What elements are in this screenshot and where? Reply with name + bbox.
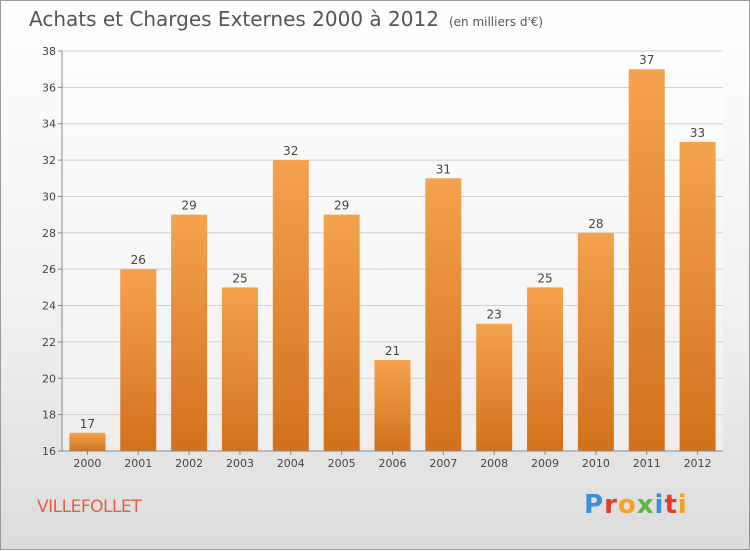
logo-letter: o xyxy=(617,490,637,520)
data-label: 17 xyxy=(80,417,95,431)
logo-letter: i xyxy=(677,490,688,520)
x-tick-label: 2006 xyxy=(379,457,407,470)
title-text: Achats et Charges Externes 2000 à 2012 xyxy=(29,7,439,31)
bar xyxy=(527,287,564,451)
y-tick-label: 16 xyxy=(42,445,56,458)
bar xyxy=(374,360,411,451)
data-label: 32 xyxy=(283,144,298,158)
y-tick-label: 36 xyxy=(42,81,56,94)
x-tick-label: 2011 xyxy=(633,457,661,470)
logo-letter: r xyxy=(604,490,618,520)
x-tick-label: 2012 xyxy=(684,457,712,470)
bars-group xyxy=(69,69,716,452)
y-tick-label: 20 xyxy=(42,372,56,385)
y-tick-label: 30 xyxy=(42,190,56,203)
bar xyxy=(476,323,513,451)
x-tick-label: 2003 xyxy=(226,457,254,470)
data-label: 23 xyxy=(487,308,502,322)
y-tick-label: 26 xyxy=(42,263,56,276)
bar xyxy=(425,178,462,452)
y-tick-label: 32 xyxy=(42,154,56,167)
x-tick-label: 2004 xyxy=(277,457,305,470)
x-tick-label: 2009 xyxy=(531,457,559,470)
data-label: 25 xyxy=(537,271,552,285)
data-label: 21 xyxy=(385,344,400,358)
logo-letter: x xyxy=(636,490,655,520)
x-tick-label: 2005 xyxy=(328,457,356,470)
axes-group xyxy=(58,50,723,455)
x-tick-label: 2002 xyxy=(175,457,203,470)
data-label: 31 xyxy=(436,162,451,176)
bar xyxy=(69,432,106,451)
data-label: 29 xyxy=(181,199,196,213)
labels-group: 16 18 20 22 24 26 28 30 32 34 36 38 2000 17 2001 26 2002… xyxy=(42,45,712,470)
y-tick-label: 18 xyxy=(42,409,56,422)
x-tick-label: 2000 xyxy=(73,457,101,470)
logo-letter: t xyxy=(664,490,678,520)
proxiti-logo[interactable]: Proxiti xyxy=(584,490,688,520)
logo-letter: i xyxy=(654,490,665,520)
chart-title: Achats et Charges Externes 2000 à 2012 (e… xyxy=(29,7,543,31)
title-unit: (en milliers d'€) xyxy=(448,15,544,29)
bar xyxy=(628,69,665,451)
data-label: 33 xyxy=(690,126,705,140)
data-label: 29 xyxy=(334,199,349,213)
city-name: VILLEFOLLET xyxy=(37,497,142,517)
bar xyxy=(577,232,614,451)
bar xyxy=(171,214,208,451)
data-label: 37 xyxy=(639,53,654,67)
bar xyxy=(272,160,309,451)
x-tick-label: 2010 xyxy=(582,457,610,470)
bar xyxy=(679,141,716,451)
y-tick-label: 24 xyxy=(42,300,56,313)
data-label: 26 xyxy=(131,253,146,267)
bar xyxy=(323,214,360,451)
x-tick-label: 2008 xyxy=(480,457,508,470)
bar xyxy=(221,287,258,451)
x-tick-label: 2001 xyxy=(124,457,152,470)
y-tick-label: 38 xyxy=(42,45,56,58)
logo-letter: P xyxy=(584,490,605,520)
bar xyxy=(120,269,157,451)
data-label: 28 xyxy=(588,217,603,231)
x-tick-label: 2007 xyxy=(429,457,457,470)
y-tick-label: 34 xyxy=(42,118,56,131)
y-tick-label: 28 xyxy=(42,227,56,240)
y-tick-label: 22 xyxy=(42,336,56,349)
data-label: 25 xyxy=(232,271,247,285)
